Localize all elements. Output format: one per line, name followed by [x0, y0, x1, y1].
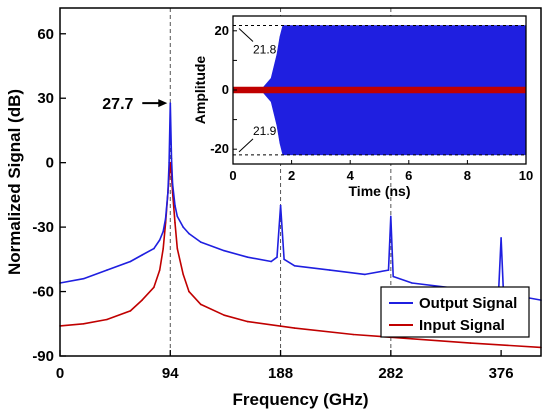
x-tick-label: 94 — [162, 365, 179, 382]
data-point — [223, 249, 225, 252]
data-point — [141, 299, 143, 301]
inset-y-axis-title: Amplitude — [192, 56, 208, 125]
peak-annotation: 27.7 — [102, 96, 133, 113]
data-point — [469, 342, 472, 344]
y-tick-label: -90 — [32, 348, 54, 365]
data-point — [352, 333, 355, 336]
data-point — [82, 323, 85, 325]
data-point — [158, 239, 161, 241]
data-point — [153, 247, 155, 250]
legend-label: Output Signal — [419, 295, 517, 312]
data-point — [167, 191, 169, 194]
x-tick-label: 188 — [268, 365, 293, 382]
inset-x-tick-label: 6 — [405, 168, 412, 183]
inset-y-tick-label: -20 — [210, 141, 229, 156]
inset-x-tick-label: 0 — [229, 168, 236, 183]
inset-y-tick-label: 20 — [215, 23, 229, 38]
data-point — [223, 314, 225, 317]
data-point — [246, 256, 249, 259]
data-point — [174, 222, 176, 224]
data-point — [174, 204, 176, 207]
inset-arrow-top — [238, 28, 254, 42]
data-point — [329, 269, 331, 271]
data-point — [171, 183, 174, 185]
plot-frame — [59, 7, 542, 357]
x-tick-label: 282 — [378, 365, 403, 382]
data-point — [176, 215, 179, 218]
x-axis-title: Frequency (GHz) — [232, 390, 368, 409]
data-point — [188, 232, 190, 235]
inset-x-axis-title: Time (ns) — [349, 183, 411, 199]
data-point — [188, 290, 190, 293]
data-point — [283, 258, 285, 261]
data-point — [293, 327, 296, 329]
inset-x-tick-label: 8 — [464, 168, 471, 183]
x-tick-label: 0 — [56, 365, 64, 382]
data-point — [82, 277, 85, 280]
legend-label: Input Signal — [419, 317, 505, 334]
data-point — [182, 226, 184, 228]
data-point — [279, 204, 282, 207]
y-tick-label: 30 — [37, 90, 54, 107]
data-point — [364, 273, 366, 276]
y-tick-label: -60 — [32, 284, 54, 301]
data-point — [170, 157, 173, 160]
inset-x-tick-label: 4 — [347, 168, 355, 183]
data-point — [158, 269, 161, 271]
data-point — [162, 247, 164, 250]
inset-x-tick-label: 2 — [288, 168, 295, 183]
data-point — [153, 286, 155, 289]
data-point — [129, 310, 132, 312]
data-point — [106, 269, 108, 271]
data-point — [390, 215, 392, 218]
data-point — [392, 275, 395, 278]
data-point — [411, 338, 413, 340]
data-point — [141, 254, 143, 256]
data-point — [182, 273, 184, 276]
data-point — [106, 318, 108, 321]
data-point — [176, 247, 179, 250]
y-axis-title: Normalized Signal (dB) — [5, 89, 24, 275]
inset-arrow-bottom — [238, 138, 254, 153]
inset-x-tick-label: 10 — [519, 168, 533, 183]
data-point — [387, 269, 390, 271]
y-tick-label: 60 — [37, 26, 54, 43]
data-point — [200, 303, 202, 306]
inset-annotation-bottom: 21.9 — [253, 124, 277, 138]
y-tick-label: 0 — [46, 155, 54, 172]
data-point — [168, 161, 170, 164]
inset-annotation-top: 21.8 — [253, 42, 277, 56]
y-tick-label: -30 — [32, 219, 54, 236]
legend-box — [380, 286, 530, 338]
data-point — [129, 260, 132, 263]
data-point — [164, 217, 167, 220]
data-point — [500, 237, 502, 239]
data-point — [246, 320, 249, 323]
data-point — [162, 230, 164, 233]
data-point — [169, 102, 172, 104]
data-point — [276, 256, 278, 259]
x-tick-label: 376 — [489, 365, 514, 382]
data-point — [411, 282, 413, 284]
inset-y-tick-label: 0 — [222, 82, 229, 97]
data-point — [270, 260, 273, 263]
inset-series-input — [232, 86, 527, 94]
data-point — [200, 241, 202, 243]
peak-arrow-head — [158, 99, 168, 108]
data-point — [293, 265, 296, 267]
